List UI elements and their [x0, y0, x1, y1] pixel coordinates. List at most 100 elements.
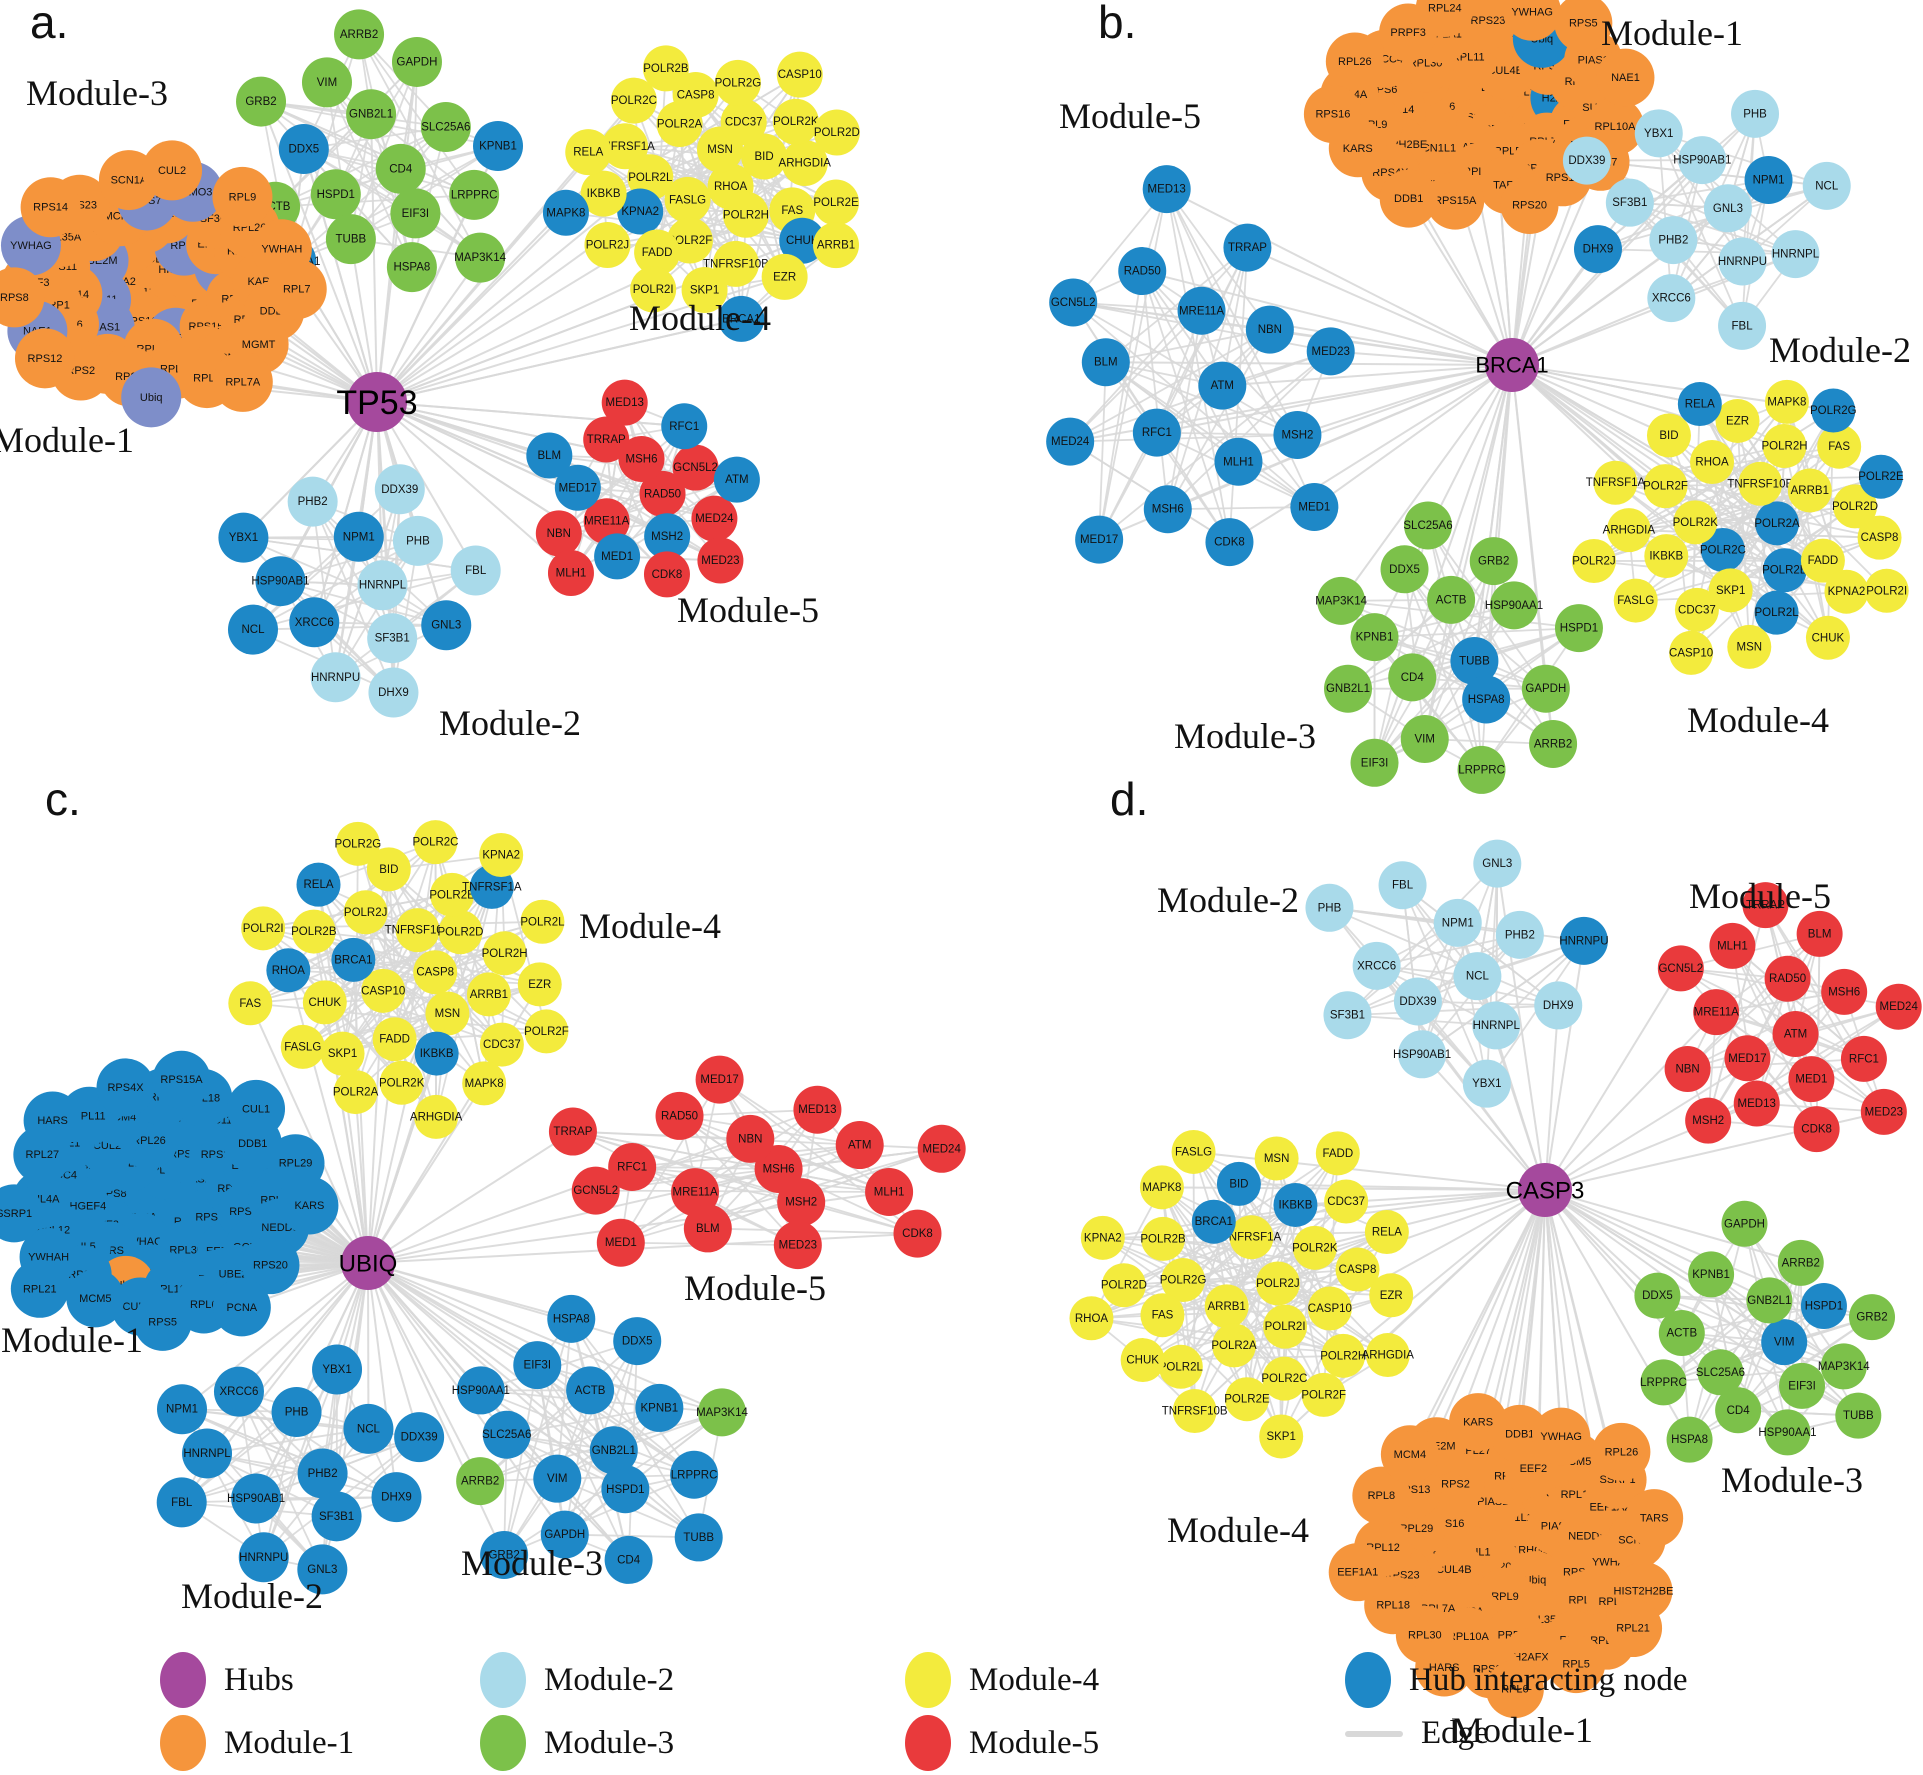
node-rfc1[interactable] — [1840, 1035, 1887, 1082]
node-grb2[interactable] — [480, 1530, 529, 1579]
node-casp10[interactable] — [1669, 630, 1714, 675]
node-rpl7[interactable] — [266, 259, 327, 320]
node-chuk[interactable] — [1805, 615, 1850, 660]
node-polr2f[interactable] — [524, 1009, 569, 1054]
node-ncl[interactable] — [343, 1403, 394, 1454]
node-xrcc6[interactable] — [1647, 274, 1696, 323]
hub-node-brca1[interactable] — [1485, 338, 1539, 392]
node-arrb1[interactable] — [813, 222, 860, 269]
node-brca1[interactable] — [1191, 1199, 1236, 1244]
node-polr2h[interactable] — [1321, 1333, 1366, 1378]
node-med13[interactable] — [793, 1085, 842, 1134]
node-polr2a[interactable] — [1212, 1323, 1257, 1368]
node-rps15a[interactable] — [152, 1050, 211, 1109]
hub-node-casp3[interactable] — [1518, 1163, 1572, 1217]
node-actb[interactable] — [1427, 575, 1476, 624]
node-kpnb1[interactable] — [1688, 1251, 1735, 1298]
node-casp8[interactable] — [1335, 1247, 1380, 1292]
node-polr2l[interactable] — [520, 899, 565, 944]
node-gcn5l2[interactable] — [1657, 945, 1704, 992]
node-atm[interactable] — [1198, 361, 1247, 410]
node-rpl21[interactable] — [1604, 1599, 1663, 1658]
node-gapdh[interactable] — [1721, 1200, 1768, 1247]
node-rps15a[interactable] — [1426, 171, 1485, 230]
node-map3k14[interactable] — [1317, 576, 1366, 625]
node-rela[interactable] — [1677, 382, 1722, 427]
hub-node-tp53[interactable] — [347, 372, 407, 432]
node-dhx9[interactable] — [368, 667, 419, 718]
node-med23[interactable] — [773, 1221, 822, 1270]
node-hspd1[interactable] — [1800, 1283, 1847, 1330]
node-polr2e[interactable] — [430, 872, 475, 917]
node-rpl8[interactable] — [1352, 1466, 1411, 1525]
node-cul2[interactable] — [142, 140, 203, 201]
node-skp1[interactable] — [1259, 1414, 1304, 1459]
node-polr2b[interactable] — [1141, 1216, 1186, 1261]
node-fbl[interactable] — [156, 1477, 207, 1528]
node-polr2l[interactable] — [1158, 1344, 1203, 1389]
node-casp10[interactable] — [361, 968, 406, 1013]
node-mapk8[interactable] — [542, 189, 589, 236]
node-nae1[interactable] — [1596, 48, 1655, 107]
node-rps16[interactable] — [1303, 85, 1362, 144]
node-faslg[interactable] — [664, 176, 711, 223]
node-med17[interactable] — [695, 1055, 744, 1104]
node-lrpprc[interactable] — [449, 169, 500, 220]
node-hspd1[interactable] — [1554, 604, 1603, 653]
node-tnfrsf1a[interactable] — [1229, 1215, 1274, 1260]
node-sf3b1[interactable] — [1323, 991, 1372, 1040]
node-brca1[interactable] — [718, 295, 765, 342]
node-rpl6[interactable] — [1485, 1660, 1544, 1719]
node-ybx1[interactable] — [218, 512, 269, 563]
node-ddb1[interactable] — [1379, 169, 1438, 228]
node-polr2d[interactable] — [438, 910, 483, 955]
node-map3k14[interactable] — [455, 232, 506, 283]
node-med23[interactable] — [1306, 327, 1355, 376]
node-mre11a[interactable] — [1177, 286, 1226, 335]
node-lrpprc[interactable] — [1640, 1359, 1687, 1406]
node-lrpprc[interactable] — [670, 1450, 719, 1499]
node-gcn5l2[interactable] — [672, 444, 719, 491]
node-med17[interactable] — [1724, 1035, 1771, 1082]
node-ezr[interactable] — [761, 253, 808, 300]
node-fbl[interactable] — [1378, 861, 1427, 910]
node-mre11a[interactable] — [1693, 989, 1740, 1036]
node-kpna2[interactable] — [617, 188, 664, 235]
node-gnb2l1[interactable] — [346, 89, 397, 140]
node-hspa8[interactable] — [386, 242, 437, 293]
node-kpna2[interactable] — [479, 832, 524, 877]
node-polr2d[interactable] — [1833, 484, 1878, 529]
node-arrb2[interactable] — [334, 9, 385, 60]
node-med24[interactable] — [691, 495, 738, 542]
node-bid[interactable] — [1646, 413, 1691, 458]
node-faslg[interactable] — [1613, 578, 1658, 623]
node-kpnb1[interactable] — [635, 1383, 684, 1432]
node-polr2b[interactable] — [1762, 548, 1807, 593]
node-hnrnpl[interactable] — [182, 1428, 233, 1479]
node-polr2i[interactable] — [1864, 568, 1909, 613]
node-hsp90ab1[interactable] — [255, 556, 306, 607]
node-atm[interactable] — [713, 456, 760, 503]
node-polr2f[interactable] — [1301, 1372, 1346, 1417]
node-mlh1[interactable] — [1214, 437, 1263, 486]
node-rfc1[interactable] — [661, 403, 708, 450]
node-atm[interactable] — [1772, 1010, 1819, 1057]
node-rps4x[interactable] — [96, 1058, 155, 1117]
node-dhx9[interactable] — [371, 1472, 422, 1523]
node-med1[interactable] — [1290, 482, 1339, 531]
node-grb2[interactable] — [1469, 537, 1518, 586]
node-trrap[interactable] — [1223, 223, 1272, 272]
node-med23[interactable] — [697, 537, 744, 584]
node-ncl[interactable] — [1802, 161, 1851, 210]
node-cdc37[interactable] — [1674, 587, 1719, 632]
node-hars[interactable] — [1415, 1638, 1474, 1697]
node-blm[interactable] — [526, 432, 573, 479]
node-mlh1[interactable] — [547, 549, 594, 596]
node-vim[interactable] — [533, 1454, 582, 1503]
node-mapk8[interactable] — [1764, 379, 1809, 424]
node-cd4[interactable] — [604, 1535, 653, 1584]
node-gcn5l2[interactable] — [1049, 278, 1098, 327]
node-hnrnpu[interactable] — [310, 652, 361, 703]
node-gnb2l1[interactable] — [1746, 1277, 1793, 1324]
node-rps20[interactable] — [1500, 175, 1559, 234]
